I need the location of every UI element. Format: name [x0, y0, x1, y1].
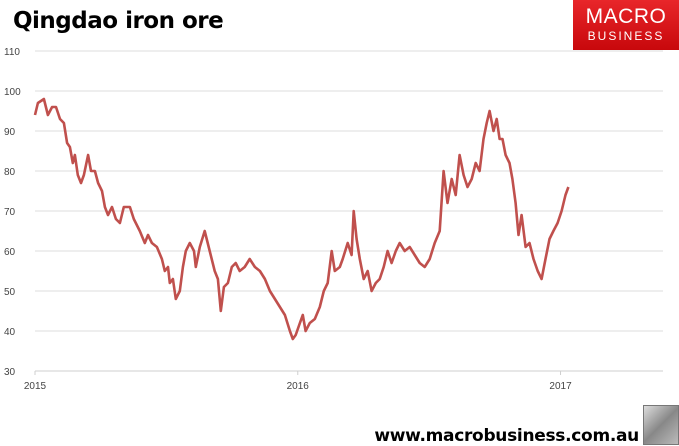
y-tick-label: 50: [4, 287, 16, 298]
y-tick-label: 40: [4, 327, 16, 338]
x-tick-label: 2016: [287, 381, 310, 392]
series-line: [35, 99, 568, 339]
y-tick-label: 70: [4, 207, 16, 218]
y-tick-label: 110: [4, 47, 20, 58]
x-tick-label: 2017: [549, 381, 572, 392]
y-tick-label: 30: [4, 367, 16, 378]
y-tick-label: 80: [4, 167, 16, 178]
y-tick-label: 100: [4, 87, 21, 98]
y-tick-label: 90: [4, 127, 16, 138]
y-tick-label: 60: [4, 247, 16, 258]
x-tick-label: 2015: [24, 381, 47, 392]
wolf-logo-image: [643, 405, 679, 445]
website-url: www.macrobusiness.com.au: [374, 426, 639, 446]
